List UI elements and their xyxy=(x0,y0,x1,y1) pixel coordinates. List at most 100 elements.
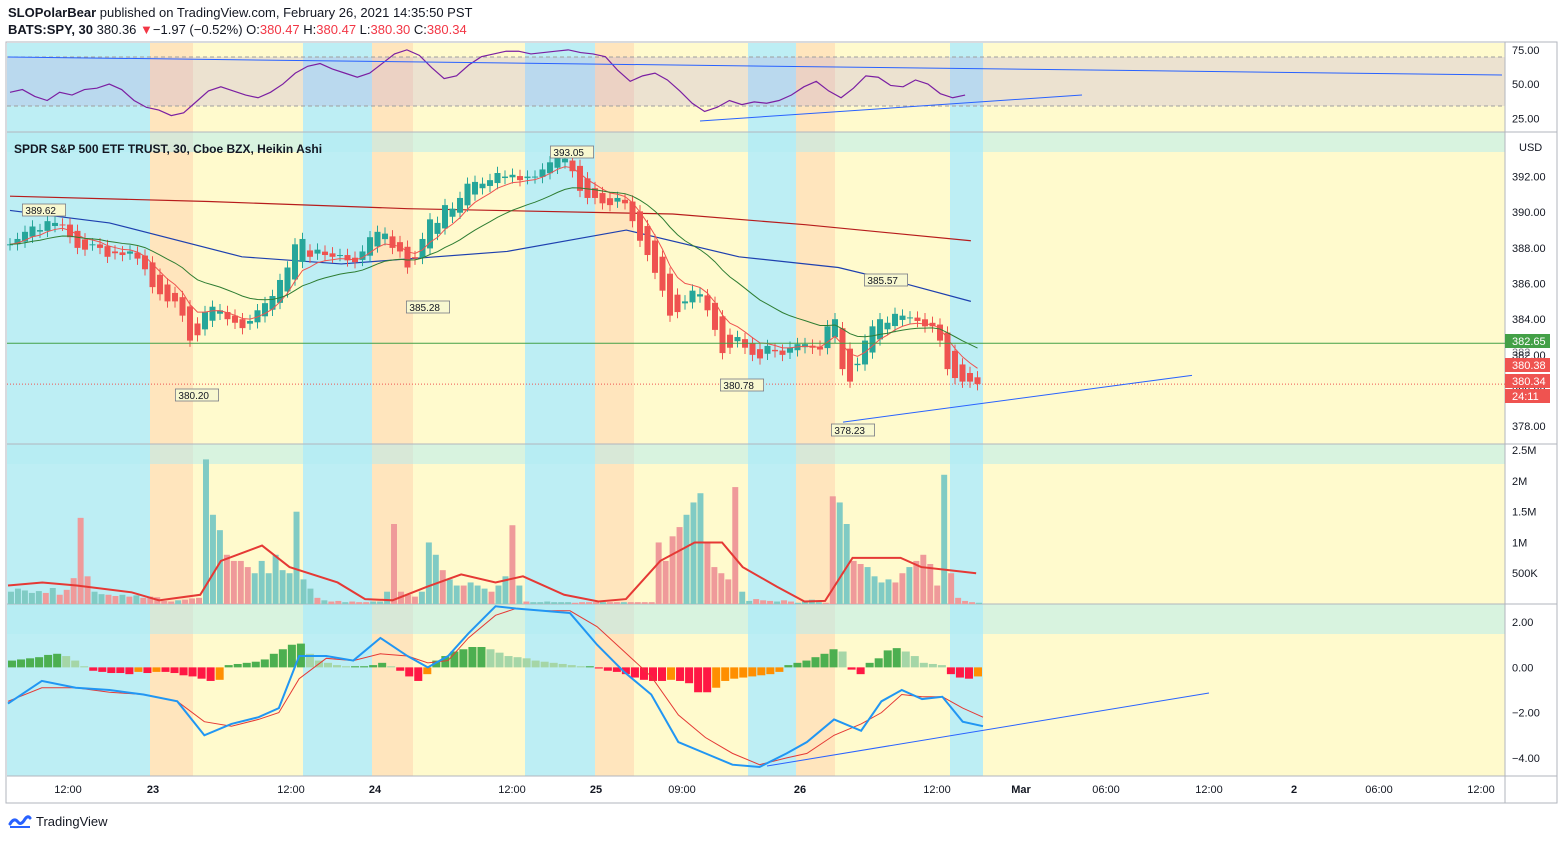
volume-bar[interactable] xyxy=(976,602,982,604)
volume-bar[interactable] xyxy=(725,579,732,604)
volume-bar[interactable] xyxy=(349,601,356,604)
volume-bar[interactable] xyxy=(627,602,634,604)
candle-body[interactable] xyxy=(727,334,733,348)
macd-histogram-bar[interactable] xyxy=(883,650,892,668)
volume-bar[interactable] xyxy=(209,514,216,604)
ema-slow-line[interactable] xyxy=(9,187,978,349)
candle-body[interactable] xyxy=(772,349,778,352)
volume-bar[interactable] xyxy=(829,496,836,604)
macd-histogram-bar[interactable] xyxy=(134,667,143,672)
candle-body[interactable] xyxy=(404,246,411,268)
volume-bar[interactable] xyxy=(481,588,488,604)
volume-bar[interactable] xyxy=(655,542,662,604)
volume-bar[interactable] xyxy=(620,602,627,604)
macd-histogram-bar[interactable] xyxy=(865,662,874,668)
candle-body[interactable] xyxy=(922,319,928,327)
candle-body[interactable] xyxy=(322,251,328,256)
volume-bar[interactable] xyxy=(697,493,704,604)
volume-bar[interactable] xyxy=(356,602,363,604)
volume-bar[interactable] xyxy=(753,599,760,604)
macd-histogram-bar[interactable] xyxy=(107,667,116,674)
volume-bar[interactable] xyxy=(718,573,725,604)
volume-bar[interactable] xyxy=(126,596,133,604)
macd-histogram-bar[interactable] xyxy=(477,647,486,668)
macd-histogram-bar[interactable] xyxy=(739,667,748,678)
volume-bar[interactable] xyxy=(140,597,147,604)
volume-bar[interactable] xyxy=(606,602,613,604)
macd-histogram-bar[interactable] xyxy=(919,662,928,668)
candle-body[interactable] xyxy=(749,343,756,355)
macd-histogram-bar[interactable] xyxy=(143,667,152,674)
volume-bar[interactable] xyxy=(84,576,91,604)
candle-body[interactable] xyxy=(779,350,786,355)
macd-histogram-bar[interactable] xyxy=(630,667,639,678)
candle-body[interactable] xyxy=(82,239,88,250)
macd-histogram-bar[interactable] xyxy=(98,667,107,672)
candle-body[interactable] xyxy=(307,250,313,257)
volume-ma-line[interactable] xyxy=(7,541,977,603)
volume-bar[interactable] xyxy=(453,585,460,604)
macd-histogram-bar[interactable] xyxy=(829,649,838,668)
candle-body[interactable] xyxy=(629,201,636,222)
volume-bar[interactable] xyxy=(523,601,530,604)
volume-bar[interactable] xyxy=(836,502,843,604)
macd-histogram-bar[interactable] xyxy=(585,666,594,668)
volume-bar[interactable] xyxy=(112,596,119,604)
volume-bar[interactable] xyxy=(955,597,962,604)
volume-bar[interactable] xyxy=(746,600,753,604)
candle-body[interactable] xyxy=(532,176,538,178)
candle-body[interactable] xyxy=(584,178,591,198)
candle-body[interactable] xyxy=(382,233,388,240)
candle-body[interactable] xyxy=(697,294,703,297)
volume-bar[interactable] xyxy=(767,600,774,604)
volume-bar[interactable] xyxy=(774,601,781,604)
volume-bar[interactable] xyxy=(474,585,481,604)
candle-body[interactable] xyxy=(29,226,36,237)
candle-body[interactable] xyxy=(149,262,156,288)
candle-body[interactable] xyxy=(974,377,981,385)
candle-body[interactable] xyxy=(712,302,718,330)
candle-body[interactable] xyxy=(787,347,793,353)
candle-body[interactable] xyxy=(959,364,966,382)
macd-histogram-bar[interactable] xyxy=(414,667,423,681)
macd-histogram-bar[interactable] xyxy=(251,661,260,668)
volume-bar[interactable] xyxy=(634,602,641,604)
candle-body[interactable] xyxy=(239,319,246,329)
volume-bar[interactable] xyxy=(516,585,523,604)
volume-bar[interactable] xyxy=(439,570,446,604)
volume-bar[interactable] xyxy=(704,542,711,604)
candle-body[interactable] xyxy=(157,274,163,295)
volume-bar[interactable] xyxy=(216,530,223,604)
volume-bar[interactable] xyxy=(781,600,787,604)
footer-brand[interactable]: TradingView xyxy=(8,814,108,829)
candle-body[interactable] xyxy=(209,306,216,321)
candle-body[interactable] xyxy=(254,310,261,323)
macd-histogram-bar[interactable] xyxy=(594,667,603,669)
volume-bar[interactable] xyxy=(885,579,892,604)
volume-bar[interactable] xyxy=(391,524,397,604)
macd-histogram-bar[interactable] xyxy=(775,667,784,672)
macd-histogram-bar[interactable] xyxy=(360,666,369,668)
macd-histogram-bar[interactable] xyxy=(188,667,197,677)
volume-bar[interactable] xyxy=(404,594,411,604)
candle-body[interactable] xyxy=(262,303,268,317)
candle-body[interactable] xyxy=(824,326,831,349)
volume-bar[interactable] xyxy=(133,595,140,604)
volume-bar[interactable] xyxy=(342,602,349,604)
candle-body[interactable] xyxy=(847,348,853,382)
macd-histogram-bar[interactable] xyxy=(80,666,89,668)
macd-histogram-bar[interactable] xyxy=(333,665,342,668)
candle-body[interactable] xyxy=(194,323,201,336)
candle-body[interactable] xyxy=(412,257,418,259)
volume-bar[interactable] xyxy=(962,600,969,604)
candle-body[interactable] xyxy=(374,231,381,247)
candle-body[interactable] xyxy=(449,208,456,217)
volume-bar[interactable] xyxy=(565,602,572,604)
candle-body[interactable] xyxy=(652,240,658,273)
volume-bar[interactable] xyxy=(432,554,439,604)
macd-histogram-bar[interactable] xyxy=(667,667,676,680)
candle-body[interactable] xyxy=(502,176,508,179)
macd-histogram-bar[interactable] xyxy=(233,663,242,668)
candle-body[interactable] xyxy=(472,181,478,195)
